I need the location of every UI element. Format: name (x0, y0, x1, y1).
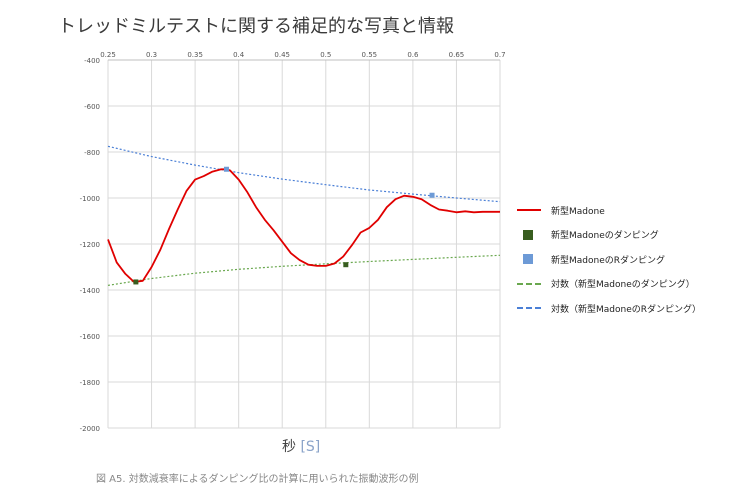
figure-caption: 図 A5. 対数減衰率によるダンピング比の計算に用いられた振動波形の例 (96, 474, 419, 485)
legend-line-swatch (517, 205, 541, 215)
y-tick-label: -800 (84, 149, 100, 157)
chart-grid (107, 59, 501, 429)
x-tick-label: 0.55 (362, 51, 378, 59)
data-point-marker (343, 262, 349, 268)
x-tick-label: 0.25 (100, 51, 116, 59)
page-title: トレッドミルテストに関する補足的な写真と情報 (58, 16, 454, 37)
y-tick-label: -600 (84, 103, 100, 111)
x-tick-label: 0.5 (320, 51, 331, 59)
legend-label: 新型MadoneのRダンピング (551, 255, 665, 266)
series-lines (107, 168, 500, 283)
x-tick-labels: 0.25 0.3 0.35 0.4 0.45 0.5 0.55 0.6 0.65 0.7 (100, 51, 505, 59)
legend-marker-swatch (517, 254, 541, 265)
legend-label: 新型Madone (551, 206, 605, 217)
data-point-marker (429, 192, 435, 198)
x-axis-title: 秒 (282, 439, 296, 455)
y-tick-label: -1600 (80, 333, 100, 341)
legend-dashed-swatch (517, 303, 541, 313)
legend-label: 対数（新型Madoneのダンピング） (551, 280, 695, 291)
series-markers (133, 166, 435, 285)
chart-legend: 新型Madone 新型Madoneのダンピング 新型MadoneのRダンピング … (517, 198, 727, 321)
legend-label: 新型Madoneのダンピング (551, 231, 659, 242)
legend-dashed-swatch (517, 279, 541, 289)
data-point-marker (223, 166, 229, 172)
x-tick-label: 0.6 (407, 51, 419, 59)
x-axis-unit: [S] (300, 439, 321, 455)
x-tick-label: 0.4 (233, 51, 245, 59)
x-tick-label: 0.3 (146, 51, 157, 59)
y-tick-label: -1200 (80, 241, 100, 249)
legend-label: 対数（新型MadoneのRダンピング） (551, 304, 701, 315)
legend-item-r-damping: 新型MadoneのRダンピング (517, 247, 727, 272)
y-tick-label: -1000 (80, 195, 100, 203)
y-tick-label: -2000 (80, 425, 100, 433)
y-tick-label: -1400 (80, 287, 100, 295)
x-tick-label: 0.35 (187, 51, 203, 59)
legend-item-log-damping: 対数（新型Madoneのダンピング） (517, 272, 727, 297)
x-tick-label: 0.65 (449, 51, 465, 59)
data-point-marker (133, 279, 139, 285)
series-line-madone (107, 168, 500, 283)
y-tick-labels: -400 -600 -800 -1000 -1200 -1400 -1600 -1800 -20… (80, 57, 100, 433)
y-tick-label: -1800 (80, 379, 100, 387)
legend-marker-swatch (517, 229, 541, 240)
trend-line-3 (107, 254, 501, 286)
x-axis-label: 秒 [S] (282, 436, 320, 456)
x-tick-label: 0.7 (494, 51, 505, 59)
trend-line-4 (107, 145, 501, 203)
y-tick-label: -400 (84, 57, 100, 65)
legend-item-madone: 新型Madone (517, 198, 727, 223)
x-tick-label: 0.45 (274, 51, 290, 59)
legend-item-log-r-damping: 対数（新型MadoneのRダンピング） (517, 296, 727, 321)
legend-item-damping: 新型Madoneのダンピング (517, 223, 727, 248)
trend-lines (107, 145, 501, 286)
